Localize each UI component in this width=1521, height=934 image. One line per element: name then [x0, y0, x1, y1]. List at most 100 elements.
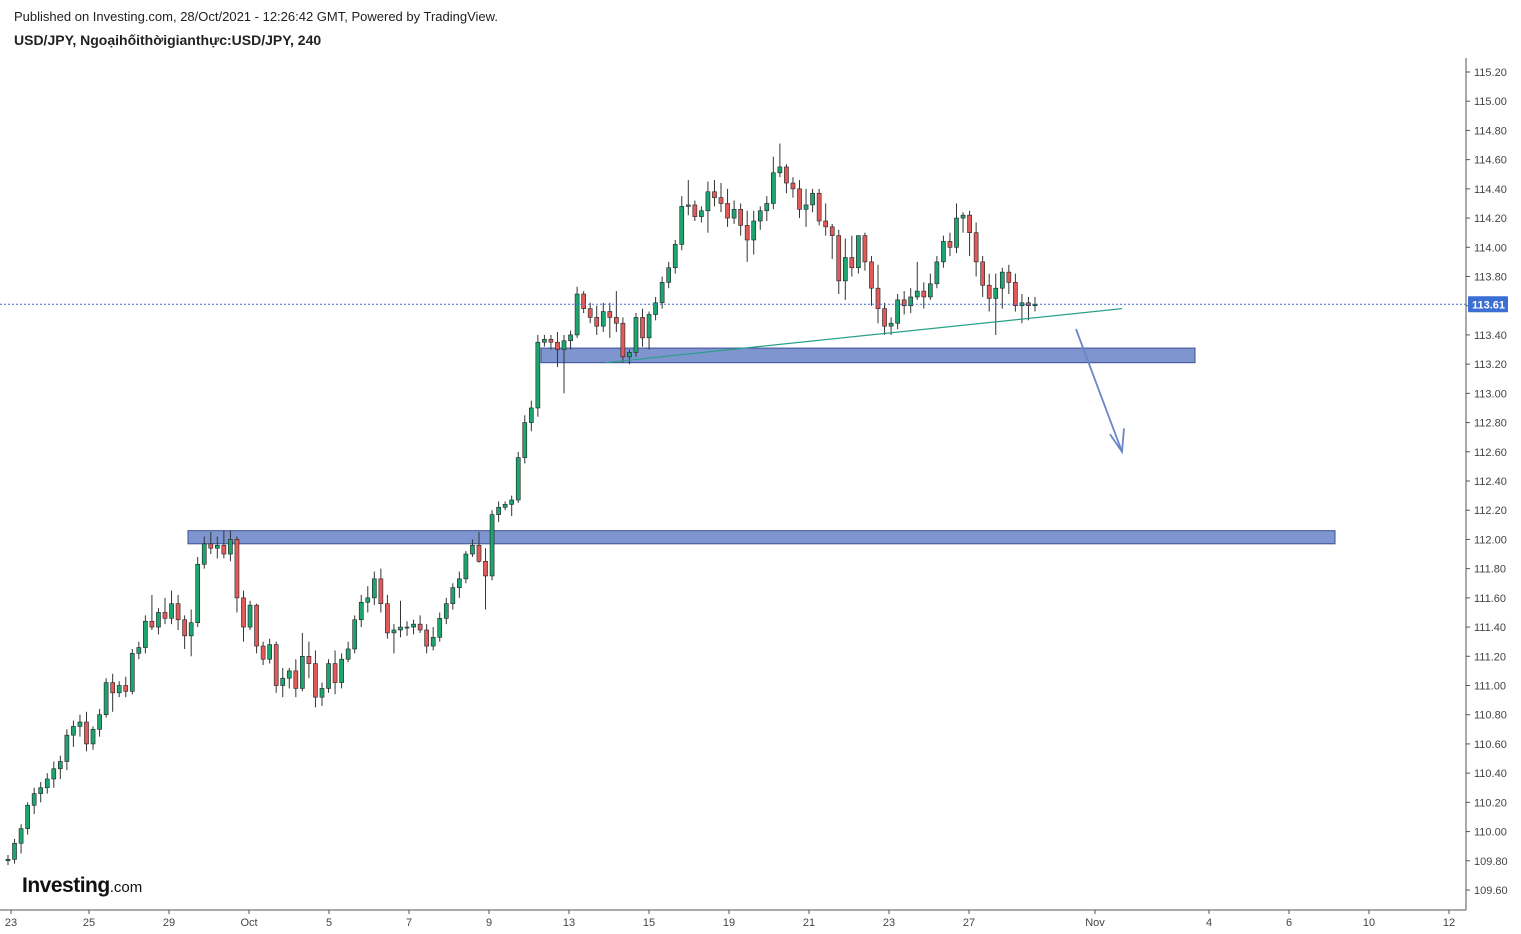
- candle-body: [954, 217, 959, 248]
- price-tick-label: 111.80: [1474, 564, 1506, 576]
- candle-up: [404, 621, 410, 636]
- candle-body: [31, 793, 37, 806]
- candle-down: [254, 603, 259, 654]
- candle-down: [149, 594, 155, 630]
- candle-body: [725, 203, 730, 219]
- down-arrow-head: [1109, 428, 1125, 455]
- candle-up: [509, 495, 515, 517]
- candle-body: [528, 407, 534, 423]
- candle-down: [332, 650, 338, 695]
- candle-body: [1013, 282, 1018, 307]
- candle-body: [129, 653, 135, 692]
- ascending-trendline: [604, 308, 1123, 364]
- candle-body: [600, 311, 606, 327]
- candle-body: [627, 352, 632, 358]
- candle-body: [489, 514, 495, 577]
- candle-body: [234, 539, 240, 599]
- candle-up: [398, 600, 403, 638]
- candle-down: [620, 317, 626, 363]
- candle-down: [175, 594, 181, 630]
- candle-up: [430, 627, 436, 651]
- candle-down: [234, 536, 240, 613]
- candle-down: [640, 308, 645, 347]
- candle-body: [784, 166, 789, 184]
- candle-body: [640, 317, 645, 339]
- candle-down: [921, 282, 927, 309]
- candle-body: [201, 543, 207, 565]
- candle-down: [162, 597, 168, 625]
- candle-body: [254, 604, 259, 647]
- candle-up: [515, 451, 521, 503]
- candle-body: [633, 317, 639, 353]
- candle-up: [757, 206, 763, 230]
- candle-up: [954, 203, 959, 254]
- candle-body: [921, 290, 927, 298]
- candle-down: [869, 256, 874, 306]
- candle-body: [842, 257, 848, 282]
- candle-body: [692, 204, 698, 217]
- candle-body: [260, 645, 266, 660]
- last-price-marker: 113.61: [0, 296, 1508, 313]
- candle-body: [417, 623, 423, 631]
- price-tick-label: 113.80: [1474, 272, 1507, 284]
- candle-up: [895, 294, 900, 330]
- candle-body: [587, 308, 593, 318]
- candle-up: [443, 597, 449, 625]
- candle-body: [568, 334, 573, 342]
- candle-up: [528, 400, 534, 432]
- candle-up: [97, 708, 102, 737]
- candle-down: [417, 615, 423, 633]
- candle-down: [221, 530, 227, 559]
- candle-up: [751, 210, 757, 255]
- candle-down: [862, 232, 868, 271]
- time-tick-label: 7: [406, 917, 412, 929]
- candle-down: [548, 334, 554, 350]
- price-tick-label: 109.80: [1474, 856, 1508, 868]
- candle-body: [555, 341, 560, 350]
- candle-up: [672, 239, 678, 274]
- candle-body: [300, 655, 305, 689]
- candle-body: [457, 578, 462, 588]
- price-tick-label: 115.00: [1474, 96, 1507, 108]
- candle-body: [672, 244, 678, 269]
- candle-body: [548, 339, 554, 343]
- candle-body: [522, 422, 528, 458]
- candle-body: [744, 225, 750, 241]
- candle-up: [993, 273, 999, 335]
- time-tick-label: 5: [326, 917, 332, 929]
- candle-body: [273, 644, 279, 686]
- candle-up: [437, 612, 443, 642]
- candle-body: [901, 299, 907, 307]
- candles: [5, 143, 1038, 866]
- candle-down: [581, 291, 586, 314]
- price-tick-label: 112.00: [1474, 534, 1507, 546]
- candle-body: [58, 761, 63, 770]
- candle-body: [980, 261, 985, 286]
- candle-body: [326, 663, 331, 689]
- price-tick-label: 112.80: [1474, 418, 1507, 430]
- candle-body: [947, 241, 953, 248]
- candle-body: [751, 220, 757, 241]
- candle-up: [116, 681, 122, 698]
- candle-down: [1026, 296, 1031, 321]
- chart-title: USD/JPY, Ngoạihốithờigianthực:USD/JPY, 2…: [14, 32, 322, 48]
- candle-body: [38, 787, 44, 794]
- candle-body: [352, 619, 358, 650]
- candle-down: [692, 200, 698, 221]
- candle-body: [607, 311, 613, 318]
- candle-body: [71, 726, 76, 736]
- candle-down: [980, 256, 985, 297]
- candle-up: [371, 571, 377, 606]
- candle-body: [999, 271, 1005, 289]
- candle-body: [496, 506, 501, 515]
- candle-body: [764, 203, 770, 212]
- candle-up: [561, 334, 567, 394]
- candle-body: [666, 267, 672, 283]
- price-tick-label: 110.20: [1474, 797, 1507, 809]
- time-tick-label: Nov: [1085, 917, 1105, 929]
- candle-body: [699, 210, 704, 217]
- price-tick-label: 114.80: [1474, 125, 1507, 137]
- candle-body: [51, 768, 57, 780]
- candle-down: [1013, 273, 1018, 312]
